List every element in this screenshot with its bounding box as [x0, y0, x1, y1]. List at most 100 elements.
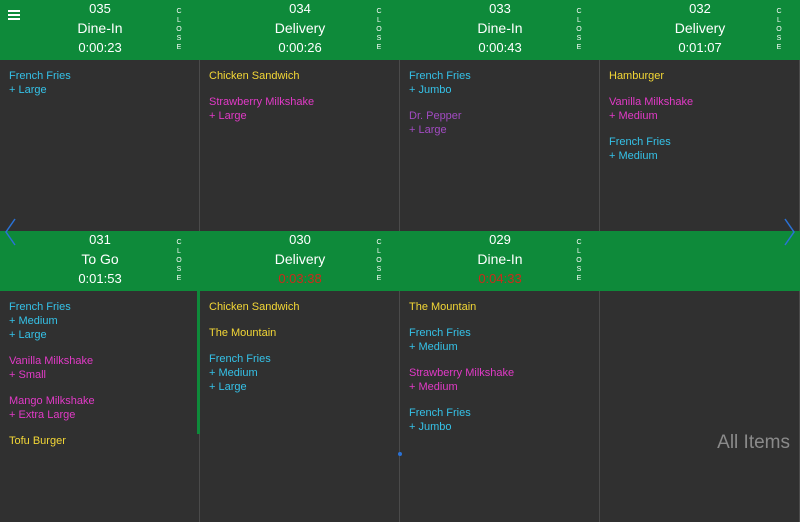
- order-item: Tofu Burger: [9, 434, 190, 448]
- order-item: Vanilla Milkshake + Small: [9, 354, 190, 382]
- close-order-button[interactable]: CLOSE: [176, 8, 182, 51]
- order-item: Mango Milkshake + Extra Large: [9, 394, 190, 422]
- hamburger-menu-icon[interactable]: [8, 10, 20, 20]
- orders-body: French Fries + Large Chicken Sandwich Straw…: [0, 60, 800, 231]
- item-name: French Fries: [609, 136, 671, 148]
- order-type: Dine-In: [77, 20, 123, 36]
- item-name: Mango Milkshake: [9, 395, 95, 407]
- item-name: The Mountain: [209, 327, 277, 339]
- order-number: 032: [689, 1, 711, 16]
- order-number: 030: [289, 232, 311, 247]
- order-ticket-items[interactable]: French Fries + Large: [0, 60, 200, 231]
- order-timer: 0:01:53: [78, 271, 122, 286]
- order-timer: 0:01:07: [678, 40, 722, 55]
- order-type: Delivery: [274, 251, 326, 267]
- item-modifiers: + Medium: [409, 341, 458, 353]
- order-ticket-items[interactable]: French Fries + Medium + Large Vanilla Milk…: [0, 291, 200, 522]
- item-modifiers: + Medium: [409, 381, 458, 393]
- order-timer: 0:04:33: [478, 271, 522, 286]
- orders-body: French Fries + Medium + Large Vanilla Milk…: [0, 291, 800, 522]
- close-order-button[interactable]: CLOSE: [376, 8, 382, 51]
- order-ticket-header: 032 Delivery 0:01:07 CLOSE: [600, 0, 800, 60]
- item-name: The Mountain: [409, 301, 477, 313]
- order-ticket-items[interactable]: Hamburger Vanilla Milkshake + Medium French…: [600, 60, 800, 231]
- item-modifiers: + Large: [409, 124, 447, 136]
- order-type: Dine-In: [477, 20, 523, 36]
- order-item: Strawberry Milkshake + Medium: [409, 366, 590, 394]
- close-order-button[interactable]: CLOSE: [576, 8, 582, 51]
- order-type: To Go: [81, 251, 119, 267]
- item-name: French Fries: [9, 70, 71, 82]
- item-modifiers: + Large: [209, 110, 247, 122]
- order-ticket-header: 033 Dine-In 0:00:43 CLOSE: [400, 0, 600, 60]
- orders-header-bar: 035 Dine-In 0:00:23 CLOSE 034 Delivery 0:00:26…: [0, 0, 800, 60]
- close-order-button[interactable]: CLOSE: [776, 8, 782, 51]
- order-ticket-header: 035 Dine-In 0:00:23 CLOSE: [0, 0, 200, 60]
- item-modifiers: + Extra Large: [9, 409, 76, 421]
- selected-order-indicator: [197, 291, 200, 434]
- order-item: French Fries + Medium: [609, 135, 790, 163]
- item-modifiers: + Medium: [609, 150, 658, 162]
- page-indicator-dot: [398, 452, 402, 456]
- order-ticket-header: 031 To Go 0:01:53 CLOSE: [0, 231, 200, 291]
- order-item: French Fries + Medium: [409, 326, 590, 354]
- order-ticket-items[interactable]: Chicken Sandwich The Mountain French Fries…: [200, 291, 400, 522]
- order-timer: 0:00:26: [278, 40, 322, 55]
- item-name: French Fries: [409, 407, 471, 419]
- item-modifiers: + Medium: [609, 110, 658, 122]
- order-item: The Mountain: [409, 300, 590, 314]
- order-number: 035: [89, 1, 111, 16]
- item-name: French Fries: [409, 70, 471, 82]
- order-item: French Fries + Jumbo: [409, 69, 590, 97]
- item-modifiers: + Small: [9, 369, 46, 381]
- item-name: Dr. Pepper: [409, 110, 462, 122]
- order-number: 031: [89, 232, 111, 247]
- order-timer: 0:00:23: [78, 40, 122, 55]
- item-modifiers: + Medium + Large: [9, 315, 58, 341]
- item-name: Strawberry Milkshake: [409, 367, 515, 379]
- order-type: Delivery: [674, 20, 726, 36]
- item-name: French Fries: [209, 353, 271, 365]
- close-order-button[interactable]: CLOSE: [376, 239, 382, 282]
- order-ticket-header: 034 Delivery 0:00:26 CLOSE: [200, 0, 400, 60]
- order-item: French Fries + Jumbo: [409, 406, 590, 434]
- item-name: Hamburger: [609, 70, 665, 82]
- order-ticket-items[interactable]: French Fries + Jumbo Dr. Pepper + Large: [400, 60, 600, 231]
- order-ticket-header: 029 Dine-In 0:04:33 CLOSE: [400, 231, 600, 291]
- order-ticket-items[interactable]: Chicken Sandwich Strawberry Milkshake + La…: [200, 60, 400, 231]
- order-timer: 0:00:43: [478, 40, 522, 55]
- order-type: Dine-In: [477, 251, 523, 267]
- order-number: 034: [289, 1, 311, 16]
- all-items-label[interactable]: All Items: [717, 432, 790, 453]
- item-modifiers: + Jumbo: [409, 84, 452, 96]
- order-item: Dr. Pepper + Large: [409, 109, 590, 137]
- order-type: Delivery: [274, 20, 326, 36]
- item-name: Vanilla Milkshake: [9, 355, 94, 367]
- item-name: Tofu Burger: [9, 435, 66, 447]
- empty-ticket-slot: [600, 291, 800, 522]
- chevron-left-icon[interactable]: [4, 218, 16, 246]
- order-item: Vanilla Milkshake + Medium: [609, 95, 790, 123]
- order-item: The Mountain: [209, 326, 390, 340]
- orders-header-bar: 031 To Go 0:01:53 CLOSE 030 Delivery 0:03:38 CL…: [0, 231, 800, 291]
- close-order-button[interactable]: CLOSE: [176, 239, 182, 282]
- order-number: 033: [489, 1, 511, 16]
- item-modifiers: + Large: [9, 84, 47, 96]
- order-timer: 0:03:38: [278, 271, 322, 286]
- item-name: Chicken Sandwich: [209, 70, 300, 82]
- item-name: French Fries: [9, 301, 71, 313]
- chevron-right-icon[interactable]: [784, 218, 796, 246]
- close-order-button[interactable]: CLOSE: [576, 239, 582, 282]
- order-item: Strawberry Milkshake + Large: [209, 95, 390, 123]
- order-ticket-items[interactable]: The Mountain French Fries + Medium Strawber…: [400, 291, 600, 522]
- order-item: French Fries + Medium + Large: [9, 300, 190, 342]
- item-modifiers: + Medium + Large: [209, 367, 258, 393]
- item-name: Vanilla Milkshake: [609, 96, 694, 108]
- order-item: French Fries + Medium + Large: [209, 352, 390, 394]
- item-modifiers: + Jumbo: [409, 421, 452, 433]
- order-item: French Fries + Large: [9, 69, 190, 97]
- order-ticket-header: 030 Delivery 0:03:38 CLOSE: [200, 231, 400, 291]
- order-number: 029: [489, 232, 511, 247]
- order-item: Chicken Sandwich: [209, 69, 390, 83]
- order-item: Chicken Sandwich: [209, 300, 390, 314]
